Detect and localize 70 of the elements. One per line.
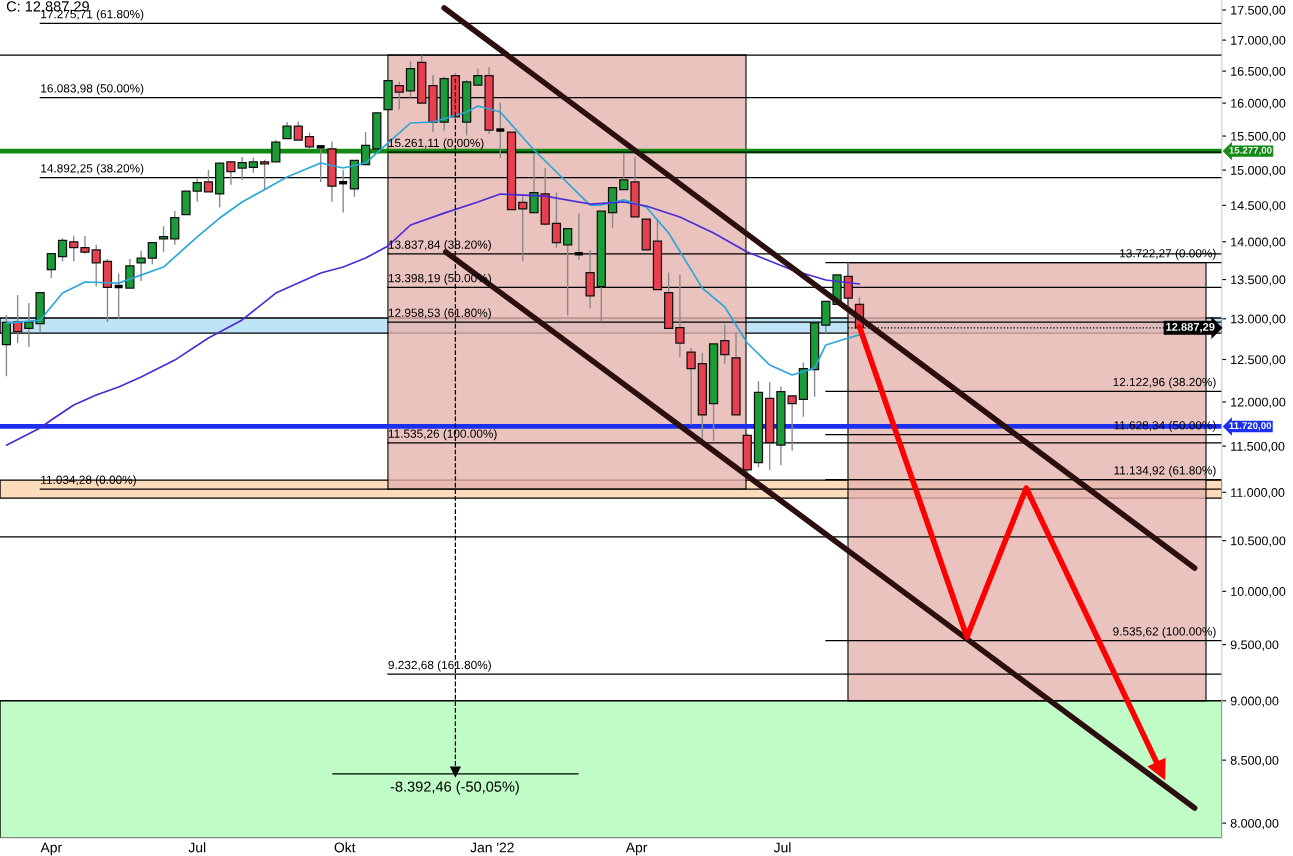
- candlestick: [80, 235, 90, 255]
- x-tick-label: Okt: [334, 842, 356, 853]
- candlestick: [720, 323, 730, 365]
- ref-line-label: 9.232,68 (161.80%): [388, 660, 491, 672]
- candlestick: [293, 120, 303, 141]
- y-tick-label: 9.500,00: [1230, 640, 1279, 651]
- candlestick: [91, 244, 101, 288]
- candlestick: [619, 152, 629, 191]
- y-tick-label: 17.500,00: [1231, 5, 1286, 17]
- candlestick: [394, 81, 404, 111]
- candlestick: [57, 237, 68, 262]
- candlestick: [1, 314, 12, 377]
- candlestick: [405, 60, 416, 99]
- y-tick-label: 10.500,00: [1231, 536, 1286, 547]
- ref-line-label: 14.892,25 (38.20%): [41, 163, 144, 175]
- x-tick-label: Jan '22: [470, 842, 514, 853]
- candlestick: [551, 191, 562, 249]
- candlestick: [529, 152, 539, 214]
- candlestick: [259, 159, 270, 191]
- candlestick: [136, 250, 146, 282]
- ref-line-label: 11.535,26 (100.00%): [388, 429, 497, 441]
- y-tick-label: 11.000,00: [1231, 488, 1285, 499]
- candlestick: [518, 193, 528, 262]
- y-tick-label: 15.500,00: [1231, 131, 1286, 143]
- y-tick-label: 12.000,00: [1231, 397, 1286, 409]
- y-tick-label: 8.500,00: [1230, 755, 1279, 767]
- y-tick-label: 9.000,00: [1230, 696, 1279, 707]
- x-tick-label: Apr: [625, 842, 648, 856]
- y-tick-label: 8.000,00: [1230, 818, 1279, 830]
- x-tick-label: Jul: [188, 842, 206, 853]
- y-tick-label: 15.000,00: [1231, 165, 1286, 177]
- ref-line-label: 11.720,00: [1229, 422, 1272, 431]
- ref-line-label: 16.083,98 (50.00%): [41, 83, 144, 95]
- y-tick-label: 16.500,00: [1231, 66, 1286, 78]
- candlestick: [192, 177, 202, 203]
- candlestick: [147, 241, 157, 265]
- candlestick: [203, 169, 214, 193]
- y-tick-label: 14.000,00: [1231, 237, 1286, 248]
- y-tick-label: 10.000,00: [1231, 587, 1286, 598]
- candlestick: [563, 227, 573, 317]
- candlestick: [843, 261, 853, 299]
- y-tick-label: 17.000,00: [1231, 35, 1286, 47]
- ref-line-label: 12.958,53 (61.80%): [388, 308, 491, 320]
- ref-line-label: 11.134,92 (61.80%): [1114, 465, 1216, 477]
- y-tick-label: 13.500,00: [1231, 275, 1286, 286]
- candlestick: [821, 300, 831, 334]
- candlestick: [686, 347, 696, 426]
- x-tick-label: Jul: [773, 842, 791, 853]
- line-series: [5, 193, 861, 446]
- ref-line-label: 13.837,84 (38.20%): [388, 240, 491, 252]
- candlestick: [585, 249, 595, 310]
- ref-line-label: 12.887,29: [1166, 322, 1215, 333]
- candlestick: [271, 139, 281, 163]
- ref-line-label: 12.122,96 (38.20%): [1113, 377, 1216, 389]
- candlestick: [69, 235, 79, 262]
- x-tick-label: Apr: [40, 842, 62, 856]
- y-tick-label: 13.000,00: [1231, 314, 1286, 325]
- candlestick: [170, 210, 180, 246]
- y-tick-label: 16.000,00: [1231, 98, 1286, 110]
- y-tick-label: 12.500,00: [1231, 355, 1286, 366]
- ref-line-label: 9.535,62 (100.00%): [1113, 626, 1216, 638]
- candlestick: [125, 258, 135, 289]
- annotation: -8.392,46 (-50,05%): [390, 781, 519, 795]
- ref-line-label: 15.277,00: [1229, 146, 1272, 156]
- y-tick-label: 11.500,00: [1231, 441, 1285, 453]
- y-tick-label: 14.500,00: [1231, 201, 1286, 212]
- candlestick: [46, 253, 56, 279]
- candlestick: [675, 274, 685, 358]
- candlestick: [181, 190, 191, 216]
- ref-line-label: 15.261,11 (0.00%): [388, 138, 484, 150]
